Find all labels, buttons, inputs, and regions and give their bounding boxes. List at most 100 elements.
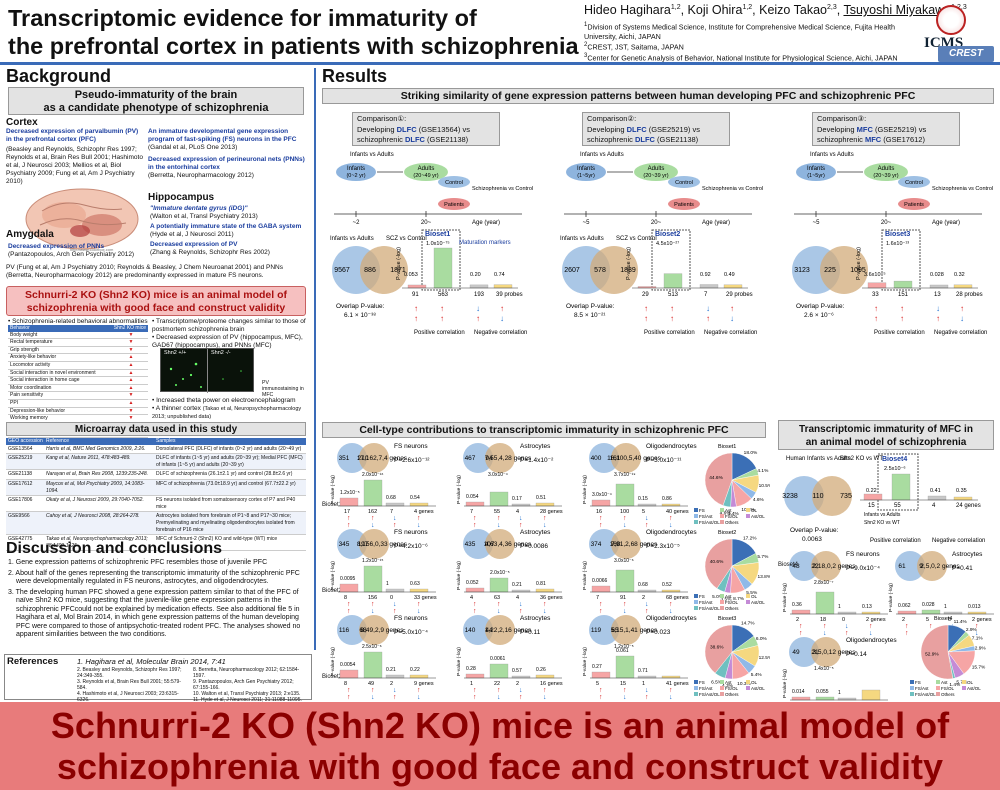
bar-value: 2.5x10⁻⁶ — [884, 465, 906, 472]
adults-label: Adults — [418, 166, 435, 172]
pie-title: Bioset4 — [934, 616, 952, 622]
legend-swatch — [962, 680, 966, 684]
down-arrow-icon: ↓ — [371, 694, 375, 700]
count-label: 13 — [934, 292, 941, 298]
bar-value: 4.5x10⁻²⁷ — [656, 240, 679, 247]
celltype-panel: 61 92,5,0,2 genes Astrocytes P=0.41 P-value … — [888, 551, 994, 636]
legend-swatch — [720, 600, 724, 604]
bar — [861, 611, 881, 615]
down-arrow-icon: ↓ — [936, 304, 940, 313]
bar — [535, 502, 555, 507]
infants-label: Infants — [577, 166, 595, 172]
legend-swatch — [694, 508, 698, 512]
legend-swatch — [720, 686, 724, 690]
overlap-pvalue: 6.1 × 10⁻³⁸ — [344, 312, 376, 319]
slice-label: 5.4% — [751, 672, 763, 678]
pvalue-axis-label: P-value (-log) — [582, 647, 588, 676]
bar-value: 1 — [838, 690, 841, 696]
down-arrow-icon: ↓ — [393, 515, 397, 522]
overlap-pvalue: P=0.0086 — [520, 543, 548, 550]
slice-label: 13.8% — [758, 574, 770, 580]
patients-node — [438, 198, 470, 210]
pv-pnn-note: PV (Fung et al, Am J Psychiatry 2010; Re… — [6, 264, 283, 279]
shn2-bullet-behavior: • Schizophrenia-related behavioral abnor… — [8, 318, 148, 325]
count-label: 28 probes — [956, 292, 983, 298]
overlap-pvalue: 2.6 × 10⁻⁶ — [804, 312, 834, 319]
up-arrow-icon: ↑ — [799, 630, 803, 636]
count-label: 33 genes — [414, 595, 437, 601]
up-arrow-icon: ↑ — [623, 515, 627, 522]
references-box: References 1. Hagihara et al, Molecular … — [4, 654, 312, 733]
infants-label: Infants — [807, 166, 825, 172]
discussion-list: 1. Gene expression patterns of schizophr… — [8, 559, 301, 638]
venn-left-circle — [337, 615, 367, 645]
shn2-model-box: Schnurri-2 KO (Shn2 KO) mice is an anima… — [6, 286, 306, 316]
down-arrow-icon: ↓ — [519, 687, 523, 694]
count-label: 5 — [642, 509, 645, 515]
down-arrow-icon: ↓ — [845, 623, 849, 630]
bar — [837, 697, 857, 701]
bar — [409, 588, 429, 593]
overlap-label: Overlap P-value: — [566, 303, 615, 310]
pvalue-axis-label: P-value (-log) — [396, 247, 402, 280]
reference-item: 10. Walton et al, Transl Psychiatry 2013… — [193, 691, 301, 697]
venn-count: 8,49,2,9 genes — [360, 627, 404, 634]
up-arrow-icon: ↑ — [371, 687, 375, 694]
celltype-label: Astrocytes — [520, 529, 551, 536]
bar-value: 0.20 — [470, 272, 481, 278]
table-row: GSE13564 Harris et al, BMC Med Genomics 2… — [6, 445, 306, 455]
bar-value: 0.17 — [512, 496, 522, 502]
venn-overlap-count: 21 — [811, 649, 819, 656]
pvalue-axis-label: P-value (-log) — [330, 475, 336, 504]
count-label: 156 — [368, 595, 377, 601]
down-arrow-icon: ↓ — [519, 601, 523, 608]
count-label: 7 — [704, 292, 708, 298]
up-arrow-icon: ↑ — [519, 608, 523, 614]
bar — [637, 589, 657, 593]
infants-label: Infants — [347, 166, 365, 172]
bar-value: 1 — [838, 604, 841, 610]
legend-swatch — [910, 692, 914, 696]
slice-label: 40.6% — [710, 559, 724, 565]
behavior-row: Pain sensitivity ▼ — [8, 392, 148, 400]
bar — [385, 502, 405, 507]
adults-node — [864, 163, 908, 181]
down-arrow-icon: ↓ — [869, 630, 873, 636]
venn-count: 5,15,1,41 genes — [611, 627, 658, 634]
bar-value: 0.28 — [466, 666, 476, 672]
down-arrow-icon: ↓ — [497, 608, 501, 614]
comparison-figure: Infants vs Adults Infants(1~5yr) Adults(20… — [792, 152, 993, 336]
image-caption: PV immunostaining in MFC — [262, 380, 304, 399]
bar — [953, 496, 973, 501]
infants-age: (0~2 yr) — [346, 173, 365, 179]
up-arrow-icon: ↑ — [599, 687, 603, 694]
count-label: 5 — [596, 681, 599, 687]
results-heading: Results — [322, 66, 388, 86]
bar — [511, 675, 531, 679]
down-arrow-icon: ↓ — [730, 314, 734, 323]
down-arrow-icon: ↓ — [371, 608, 375, 614]
legend-label: Ast — [725, 594, 732, 599]
slice-label: 15.7% — [972, 664, 986, 670]
table-row: GSE25219 Kang et al, Nature 2011, 478:483… — [6, 454, 306, 471]
bioset4-label: Bioset4 — [778, 562, 799, 568]
hippocampus-findings: "Immature dentate gyrus (iDG)" (Walton e… — [150, 205, 302, 256]
legend-label: Ast — [941, 680, 948, 685]
count-label: 193 — [474, 292, 485, 298]
down-arrow-icon: ↓ — [497, 522, 501, 528]
slice-label: 5.5% — [746, 590, 758, 596]
celltype-label: Astrocytes — [520, 615, 551, 622]
bar — [591, 499, 611, 507]
venn-right-circle — [485, 443, 515, 473]
control-node — [438, 176, 470, 188]
svg-text:http://www.colorbox.com: http://www.colorbox.com — [70, 247, 114, 252]
bar — [465, 501, 485, 507]
patients-node — [668, 198, 700, 210]
count-label: 8 — [344, 595, 347, 601]
legend-swatch — [694, 680, 698, 684]
up-arrow-icon: ↑ — [929, 623, 933, 630]
table-row: GSE9566 Cahoy et al, J Neurosci 2008, 28:… — [6, 512, 306, 536]
bioset-label: Bioset3 — [885, 231, 910, 238]
count-label: 15 — [620, 681, 626, 687]
count-label: 1 — [470, 681, 473, 687]
